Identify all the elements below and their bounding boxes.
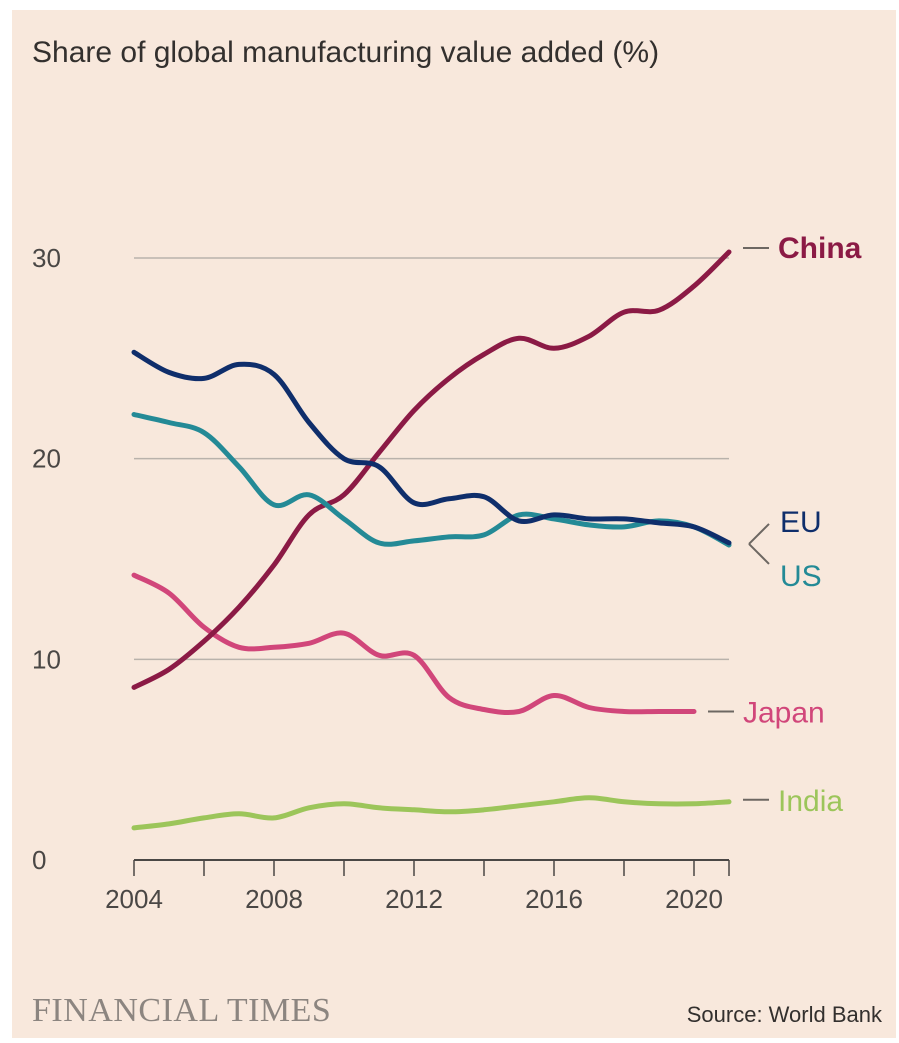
series-line-us [131, 412, 732, 548]
x-tick-label-2016: 2016 [525, 884, 583, 914]
publisher-brand: FINANCIAL TIMES [32, 992, 332, 1029]
series-label-china: China [778, 232, 862, 265]
series-label-eu: EU [780, 506, 822, 539]
series-line-japan [131, 572, 697, 715]
y-tick-label-30: 30 [32, 243, 61, 273]
y-tick-label-20: 20 [32, 444, 61, 474]
series-line-china [131, 249, 732, 690]
y-tick-label-0: 0 [32, 845, 46, 875]
series-label-us: US [780, 560, 822, 593]
chart-frame: Share of global manufacturing value adde… [12, 10, 896, 1038]
series-label-japan: Japan [743, 697, 825, 730]
series-label-india: India [778, 785, 843, 818]
leader-line-us [748, 543, 770, 565]
series-line-india [131, 795, 732, 831]
x-tick-label-2020: 2020 [665, 884, 723, 914]
chart-title: Share of global manufacturing value adde… [32, 36, 660, 69]
x-tick-label-2012: 2012 [385, 884, 443, 914]
x-tick-label-2008: 2008 [245, 884, 303, 914]
source-note: Source: World Bank [686, 1002, 882, 1027]
series-line-eu [131, 349, 732, 546]
x-tick-label-2004: 2004 [105, 884, 163, 914]
line-chart: 0 10 20 30 2004 2008 2012 2016 2020 China EU US Japa… [32, 232, 862, 914]
y-tick-label-10: 10 [32, 644, 61, 674]
leader-line-eu [748, 523, 770, 545]
